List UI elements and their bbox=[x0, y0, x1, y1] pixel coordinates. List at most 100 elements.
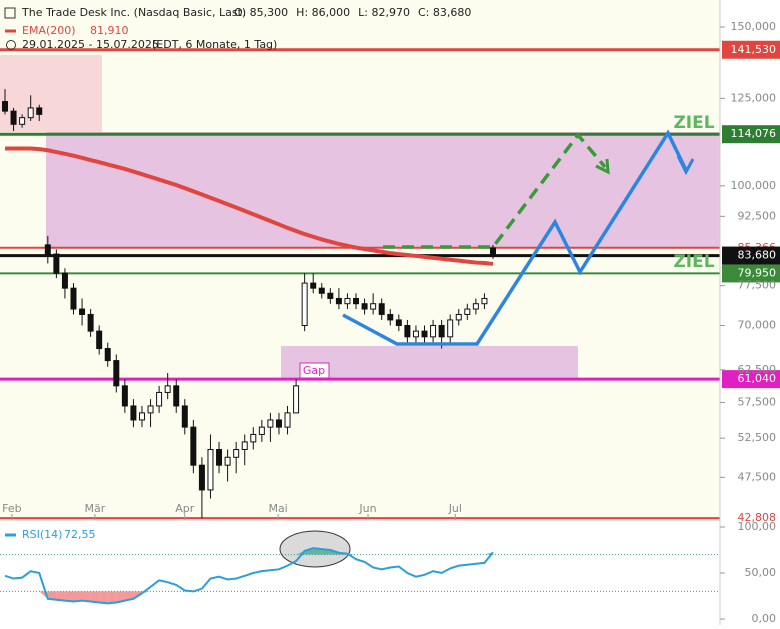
candle-body bbox=[241, 441, 248, 451]
candle-body bbox=[207, 449, 214, 491]
candle-body bbox=[421, 330, 428, 338]
x-tick-label: Mai bbox=[268, 502, 287, 515]
level-label: 114,076 bbox=[731, 127, 777, 140]
arrow-head bbox=[595, 158, 610, 175]
level-box bbox=[722, 370, 780, 389]
y-tick-label: 52,500 bbox=[738, 431, 777, 444]
candle-body bbox=[353, 297, 360, 305]
oversold-fill bbox=[47, 591, 57, 600]
gap-box bbox=[299, 362, 330, 379]
x-tick-label: Jul bbox=[448, 502, 462, 515]
level-box bbox=[722, 246, 780, 265]
level-label: 141,530 bbox=[731, 43, 777, 56]
legend-label: EMA(200) bbox=[22, 24, 76, 37]
level-label: 83,680 bbox=[738, 249, 777, 262]
candle-body bbox=[344, 297, 351, 305]
title: The Trade Desk Inc. (Nasdaq Basic, Last) bbox=[21, 6, 246, 19]
header: The Trade Desk Inc. (Nasdaq Basic, Last)… bbox=[4, 6, 471, 541]
candle-body bbox=[430, 324, 437, 338]
y-tick-label: 150,000 bbox=[731, 20, 777, 33]
y-tick-label: 100,000 bbox=[731, 179, 777, 192]
quote: O: 85,300 H: 86,000 L: 82,970 C: 83,680 bbox=[234, 6, 471, 19]
candle-body bbox=[27, 107, 34, 119]
oversold-fill bbox=[99, 591, 108, 604]
legend-label: RSI(14) bbox=[22, 528, 62, 541]
legend-value: 72,55 bbox=[64, 528, 96, 541]
candle-body bbox=[79, 308, 86, 315]
oversold-fill bbox=[56, 591, 65, 601]
plot-bg bbox=[0, 0, 720, 520]
candle-body bbox=[216, 449, 223, 466]
icon bbox=[6, 40, 16, 50]
zone bbox=[0, 55, 102, 132]
y-tick-label: 77,500 bbox=[738, 279, 777, 292]
candle-body bbox=[258, 426, 265, 435]
candle-body bbox=[198, 464, 205, 491]
quote-value: C: 83,680 bbox=[418, 6, 471, 19]
oversold-fill bbox=[107, 591, 117, 604]
zone bbox=[281, 346, 578, 380]
candle-body bbox=[190, 426, 197, 466]
candle-body bbox=[250, 433, 257, 443]
y-tick-label: 57,500 bbox=[738, 396, 777, 409]
candle-body bbox=[70, 287, 77, 310]
axis-bg bbox=[720, 0, 780, 625]
candle-body bbox=[404, 324, 411, 338]
candle-body bbox=[464, 308, 471, 315]
candle-body bbox=[318, 287, 325, 294]
candle-body bbox=[87, 313, 94, 332]
candle-body bbox=[121, 385, 128, 407]
oversold-fill bbox=[82, 591, 91, 602]
candle-body bbox=[130, 405, 137, 421]
candle-body bbox=[96, 330, 103, 350]
legend-value: 81,910 bbox=[90, 24, 129, 37]
level-label: 42,808 bbox=[738, 511, 777, 524]
x-tick-label: Feb bbox=[2, 502, 21, 515]
oversold-fill bbox=[73, 591, 83, 602]
y-tick-label: 70,000 bbox=[738, 318, 777, 331]
candle-body bbox=[44, 244, 51, 255]
ema-line bbox=[5, 146, 494, 266]
candle-body bbox=[370, 303, 377, 310]
oversold-fill bbox=[116, 591, 125, 603]
candle-body bbox=[327, 292, 334, 299]
candle-body bbox=[113, 360, 120, 387]
x-tick-label: Jun bbox=[358, 502, 376, 515]
candle-body bbox=[36, 107, 43, 115]
y-tick-label: 100,00 bbox=[738, 520, 777, 533]
candle-body bbox=[156, 391, 163, 407]
level-box bbox=[722, 125, 780, 144]
candle-body bbox=[481, 297, 488, 305]
x-tick-label: Apr bbox=[175, 502, 195, 515]
zone bbox=[46, 132, 720, 247]
candle-body bbox=[335, 297, 342, 305]
candle-body bbox=[387, 313, 394, 321]
candle-body bbox=[138, 412, 145, 421]
level-label: 61,040 bbox=[738, 372, 777, 385]
y-tick-label: 125,000 bbox=[731, 91, 777, 104]
icon bbox=[4, 7, 16, 19]
candle-body bbox=[224, 456, 231, 466]
candle-body bbox=[447, 319, 454, 338]
y-tick-label: 50,00 bbox=[745, 566, 777, 579]
level-box bbox=[722, 264, 780, 283]
drawn-path bbox=[342, 129, 688, 346]
period: (EDT, 6 Monate, 1 Tag) bbox=[152, 38, 277, 51]
candle-body bbox=[233, 449, 240, 458]
candle-body bbox=[267, 419, 274, 428]
candle-body bbox=[395, 319, 402, 326]
oversold-fill bbox=[64, 591, 74, 602]
y-tick-label: 92,500 bbox=[738, 209, 777, 222]
date-range: 29.01.2025 - 15.07.2025 bbox=[22, 38, 159, 51]
candle-body bbox=[147, 405, 154, 414]
level-label: 79,950 bbox=[738, 266, 777, 279]
candle-body bbox=[455, 313, 462, 321]
candle-body bbox=[10, 110, 17, 125]
candle-body bbox=[164, 385, 171, 393]
y-tick-label: 62,500 bbox=[738, 363, 777, 376]
rsi-line bbox=[4, 547, 494, 605]
candle-body bbox=[438, 324, 445, 338]
quote-value: O: 85,300 bbox=[234, 6, 288, 19]
y-tick-label: 47,500 bbox=[738, 470, 777, 483]
